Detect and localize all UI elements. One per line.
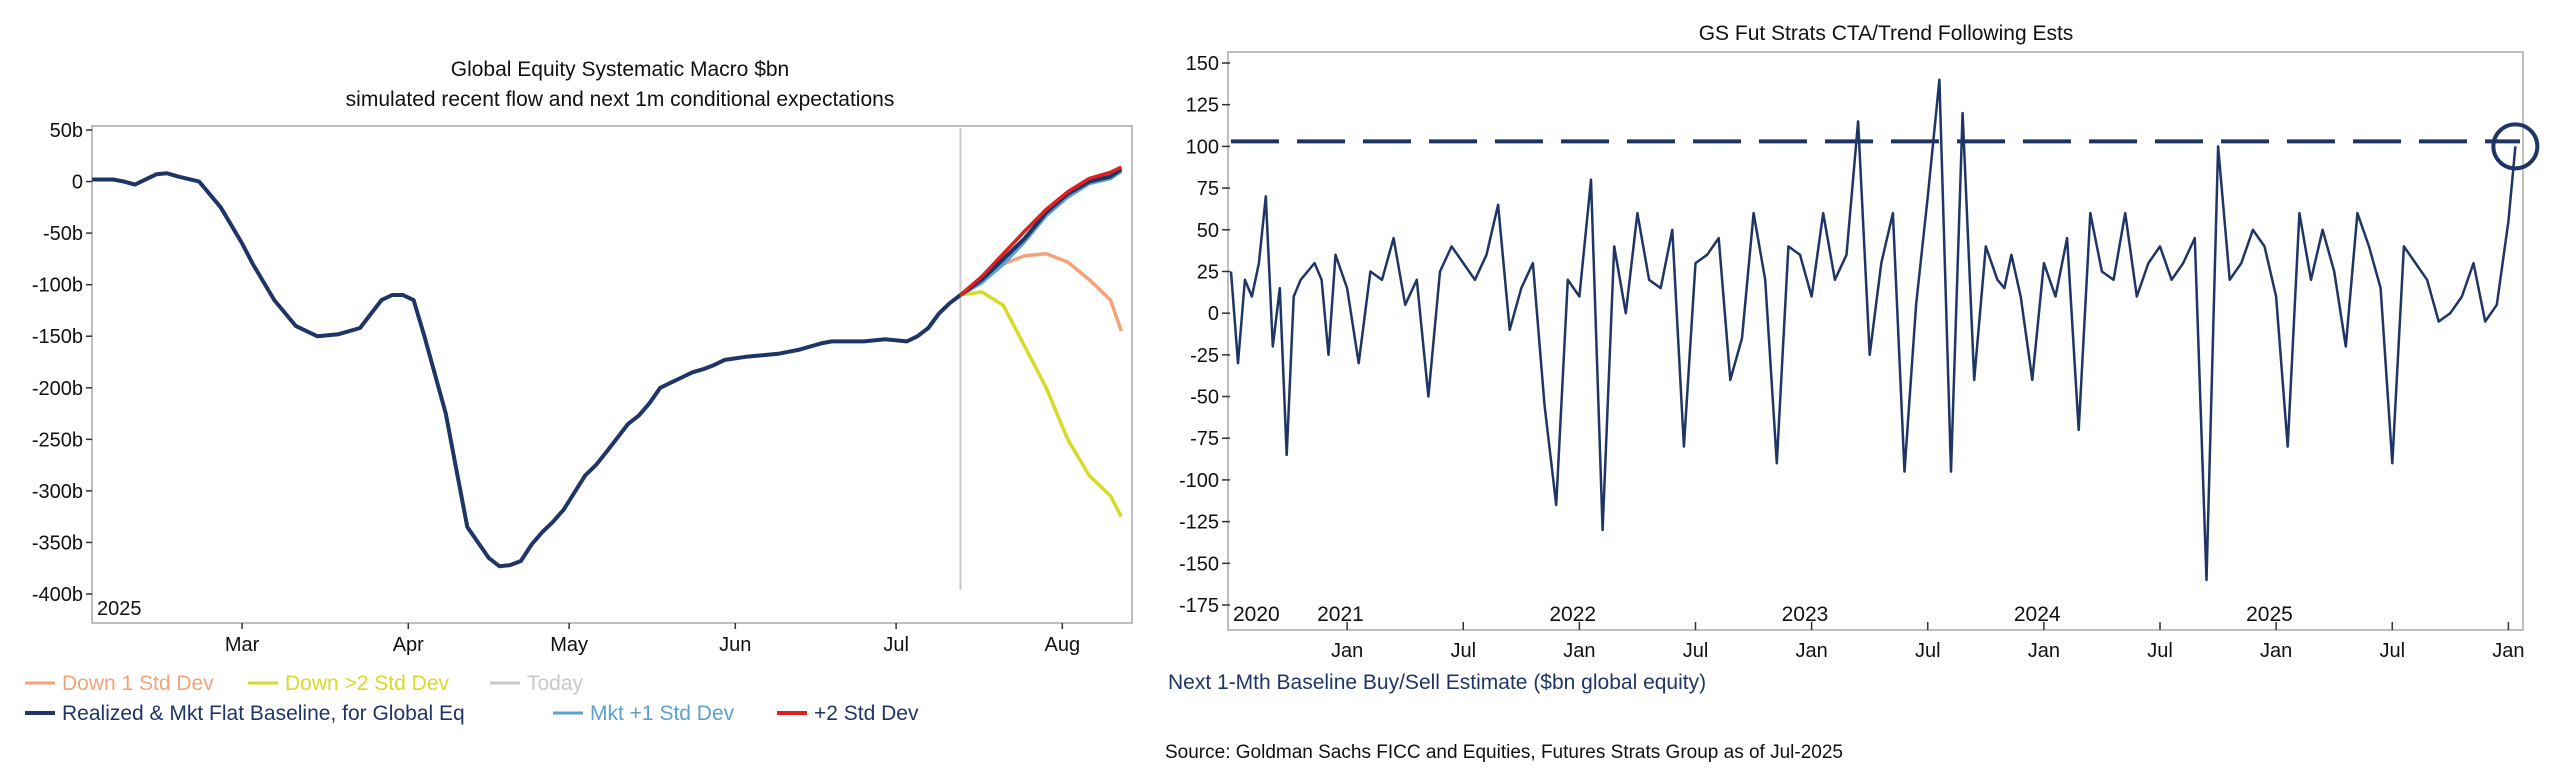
right-x-axis: Jan Jul Jan Jul Jan Jul Jan Jul Jan Jul Jan xyxy=(1331,622,2525,662)
left-y-tick-label: -400b xyxy=(32,584,83,606)
left-x-tick-label: Aug xyxy=(1045,634,1081,656)
right-y-tick-label: 100 xyxy=(1186,136,1219,158)
legend-label-down2: Down >2 Std Dev xyxy=(285,672,450,695)
year-label-2021: 2021 xyxy=(1317,603,1364,626)
right-year-labels: 2020 2021 2022 2023 2024 2025 xyxy=(1233,603,2293,626)
right-y-tick-label: -175 xyxy=(1179,595,1219,617)
right-y-tick-label: 125 xyxy=(1186,95,1219,117)
year-label: 2025 xyxy=(97,598,142,620)
left-y-tick-label: -50b xyxy=(43,223,83,245)
legend-label-down1: Down 1 Std Dev xyxy=(62,672,214,695)
year-label-2024: 2024 xyxy=(2014,603,2061,626)
left-plot-frame xyxy=(91,125,1133,624)
legend-row-2: Realized & Mkt Flat Baseline, for Global… xyxy=(25,702,919,725)
right-y-tick-label: 50 xyxy=(1197,220,1219,242)
right-chart: GS Fut Strats CTA/Trend Following Ests 1… xyxy=(1165,22,2540,763)
left-y-axis: 50b 0 -50b -100b -150b -200b -250b -300b -350b -4… xyxy=(32,120,92,606)
left-chart: Global Equity Systematic Macro $bn simul… xyxy=(25,58,1133,725)
right-y-tick-label: 0 xyxy=(1208,303,1219,325)
right-x-tick-label: Jul xyxy=(2147,640,2173,662)
right-x-tick-label: Jan xyxy=(1563,640,1595,662)
left-y-tick-label: -100b xyxy=(32,275,83,297)
right-chart-title: GS Fut Strats CTA/Trend Following Ests xyxy=(1699,22,2074,45)
left-y-tick-label: -250b xyxy=(32,429,83,451)
left-chart-title: Global Equity Systematic Macro $bn xyxy=(451,58,789,81)
highlight-circle xyxy=(2491,122,2540,171)
series-line-cta xyxy=(1229,78,2517,582)
left-x-axis: Mar Apr May Jun Jul Aug xyxy=(225,623,1080,656)
legend-label-up1: Mkt +1 Std Dev xyxy=(590,702,735,725)
left-x-tick-label: Mar xyxy=(225,634,260,656)
year-label-2023: 2023 xyxy=(1782,603,1829,626)
right-plot-frame xyxy=(1227,51,2524,631)
right-y-tick-label: 25 xyxy=(1197,261,1219,283)
right-x-tick-label: Jan xyxy=(2260,640,2292,662)
left-y-tick-label: -150b xyxy=(32,326,83,348)
legend-label-baseline: Realized & Mkt Flat Baseline, for Global… xyxy=(62,702,465,725)
right-x-tick-label: Jul xyxy=(1450,640,1476,662)
series-line-realized xyxy=(92,171,962,569)
legend-row-1: Down 1 Std Dev Down >2 Std Dev Today xyxy=(25,672,584,695)
right-x-tick-label: Jan xyxy=(1331,640,1363,662)
left-x-tick-label: Jul xyxy=(883,634,909,656)
right-x-tick-label: Jan xyxy=(2028,640,2060,662)
right-x-tick-label: Jul xyxy=(1683,640,1709,662)
right-series-group xyxy=(1229,78,2517,582)
right-y-axis: 150 125 100 75 50 25 0 -25 -50 -75 -100 -125 -150 -17… xyxy=(1179,53,1230,617)
legend-label-today: Today xyxy=(527,672,584,695)
right-y-tick-label: -150 xyxy=(1179,553,1219,575)
right-x-tick-label: Jul xyxy=(1915,640,1941,662)
series-line-down2 xyxy=(960,290,1123,518)
series-line-baseline xyxy=(959,167,1123,297)
right-x-tick-label: Jan xyxy=(1796,640,1828,662)
year-label-2025: 2025 xyxy=(2246,603,2293,626)
right-x-tick-label: Jan xyxy=(2492,640,2524,662)
left-y-tick-label: -300b xyxy=(32,481,83,503)
left-x-tick-label: May xyxy=(550,634,588,656)
right-y-tick-label: -125 xyxy=(1179,512,1219,534)
legend-label-up2: +2 Std Dev xyxy=(814,702,919,725)
right-x-tick-label: Jul xyxy=(2379,640,2405,662)
right-y-tick-label: 150 xyxy=(1186,53,1219,75)
source-note: Source: Goldman Sachs FICC and Equities,… xyxy=(1165,742,1843,763)
left-series-group xyxy=(92,165,1123,569)
left-x-tick-label: Jun xyxy=(719,634,751,656)
left-y-tick-label: 0 xyxy=(72,172,83,194)
right-y-tick-label: -50 xyxy=(1190,387,1219,409)
year-label-2020: 2020 xyxy=(1233,603,1280,626)
right-y-tick-label: -100 xyxy=(1179,470,1219,492)
left-x-tick-label: Apr xyxy=(393,634,424,656)
left-y-tick-label: 50b xyxy=(50,120,83,142)
left-y-tick-label: -200b xyxy=(32,378,83,400)
right-y-tick-label: 75 xyxy=(1197,178,1219,200)
left-chart-subtitle: simulated recent flow and next 1m condit… xyxy=(346,88,895,111)
right-y-tick-label: -75 xyxy=(1190,428,1219,450)
right-x-axis-label: Next 1-Mth Baseline Buy/Sell Estimate ($… xyxy=(1168,671,1706,694)
series-line-up2 xyxy=(959,165,1123,297)
right-y-tick-label: -25 xyxy=(1190,345,1219,367)
year-label-2022: 2022 xyxy=(1549,603,1596,626)
left-y-tick-label: -350b xyxy=(32,532,83,554)
